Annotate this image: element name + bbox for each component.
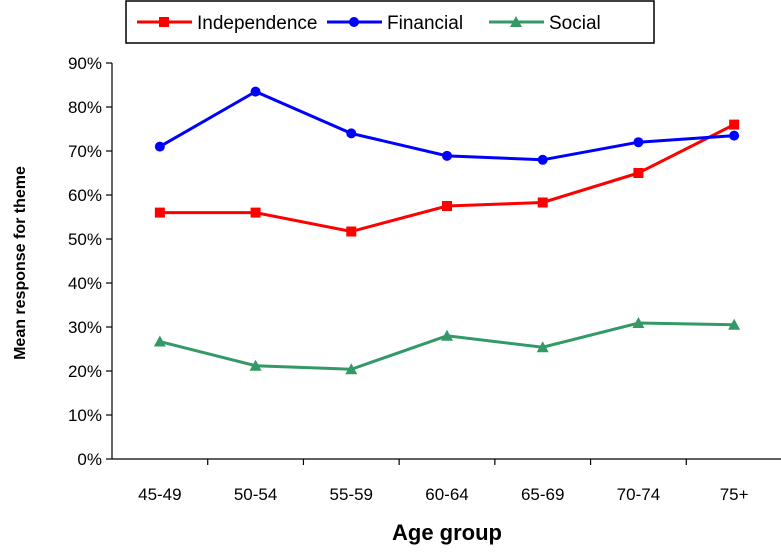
x-tick-label: 65-69 <box>521 485 564 504</box>
legend-marker-financial <box>349 17 359 27</box>
data-point-independence <box>250 207 261 218</box>
data-point-independence <box>346 226 357 237</box>
data-point-independence <box>442 201 452 211</box>
y-tick-label: 70% <box>68 142 102 161</box>
data-point-financial <box>633 137 644 148</box>
data-point-social <box>728 318 741 330</box>
y-tick-label: 40% <box>68 274 102 293</box>
x-tick-label: 55-59 <box>330 485 373 504</box>
data-point-social <box>249 359 262 371</box>
series-financial <box>154 86 740 165</box>
legend-box <box>125 0 655 44</box>
data-point-independence <box>729 119 740 130</box>
y-tick-label: 90% <box>68 54 102 73</box>
data-point-financial <box>154 141 165 152</box>
series-independence <box>154 119 740 237</box>
x-tick-label: 50-54 <box>234 485 277 504</box>
legend-marker-independence <box>159 17 169 27</box>
legend-label-social: Social <box>549 13 601 34</box>
y-axis-ticks: 0% 10% 20% 30% 40% 50% 60% 70% 80% 90% <box>68 54 112 469</box>
data-point-financial <box>250 86 261 97</box>
data-point-social <box>153 335 166 347</box>
x-tick-label: 75+ <box>720 485 749 504</box>
data-point-independence <box>633 168 644 178</box>
x-tick-label: 70-74 <box>617 485 660 504</box>
legend-item-social: Social <box>489 13 601 34</box>
data-point-independence <box>537 197 548 208</box>
x-axis-label: Age group <box>392 520 502 545</box>
data-point-financial <box>729 130 740 141</box>
data-point-social <box>345 363 358 375</box>
legend: Independence Financial Social <box>125 0 655 44</box>
y-tick-label: 60% <box>68 186 102 205</box>
legend-item-independence: Independence <box>137 13 317 34</box>
y-tick-label: 10% <box>68 406 102 425</box>
data-point-independence <box>154 207 165 218</box>
y-tick-label: 50% <box>68 230 102 249</box>
legend-item-financial: Financial <box>327 13 463 34</box>
data-point-financial <box>537 154 548 165</box>
series-lines <box>153 86 741 375</box>
data-point-social <box>536 341 549 353</box>
legend-label-financial: Financial <box>387 13 463 34</box>
x-tick-label: 60-64 <box>425 485 468 504</box>
y-tick-label: 80% <box>68 98 102 117</box>
data-point-financial <box>346 128 357 139</box>
y-tick-label: 20% <box>68 362 102 381</box>
data-point-social <box>632 317 645 329</box>
y-tick-label: 0% <box>77 450 102 469</box>
legend-label-independence: Independence <box>197 13 317 34</box>
data-point-financial <box>442 150 452 161</box>
x-axis-ticks: 45-49 50-54 55-59 60-64 65-69 70-74 75+ <box>138 459 749 504</box>
legend-marker-social <box>510 16 522 27</box>
series-social <box>153 317 741 375</box>
x-tick-label: 45-49 <box>138 485 181 504</box>
series-line-financial <box>159 89 735 162</box>
y-tick-label: 30% <box>68 318 102 337</box>
plot-axes <box>111 63 781 460</box>
y-axis-label: Mean response for theme <box>12 166 29 360</box>
data-point-social <box>441 329 453 341</box>
